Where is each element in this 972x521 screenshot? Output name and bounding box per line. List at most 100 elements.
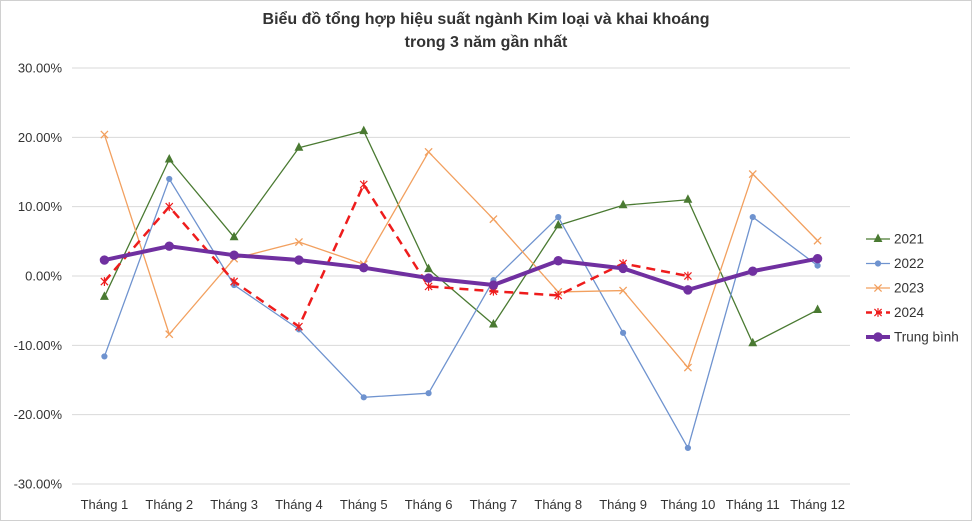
data-point (164, 154, 174, 163)
series-average (99, 241, 823, 295)
data-point (294, 237, 303, 247)
data-point (489, 215, 498, 224)
series-line (103, 130, 818, 344)
data-point (554, 291, 563, 300)
legend-label: 2021 (894, 232, 924, 247)
data-point (683, 363, 692, 372)
y-tick-label: 0.00% (25, 269, 62, 284)
data-point (748, 266, 758, 276)
y-tick-label: -20.00% (14, 407, 63, 422)
data-point (814, 262, 821, 269)
data-point (813, 236, 822, 245)
data-point (618, 263, 628, 274)
data-point (553, 256, 563, 266)
series-2022 (101, 175, 821, 452)
x-axis-tick-labels: Tháng 1 Tháng 2 Tháng 3 Tháng 4 Tháng 5 Tháng… (81, 497, 845, 512)
data-point (294, 142, 304, 151)
chart-title-line-2: trong 3 năm gần nhất (405, 34, 568, 51)
gridlines (72, 67, 850, 485)
series-line (103, 134, 819, 369)
legend-entry: 2022 (866, 256, 924, 271)
x-tick-label: Tháng 11 (726, 497, 780, 512)
data-point (100, 277, 109, 286)
data-point (165, 330, 174, 339)
series-line (103, 183, 689, 328)
data-point (230, 277, 239, 286)
data-point (425, 390, 432, 397)
data-point (873, 308, 883, 317)
data-point (618, 199, 628, 209)
data-point (423, 273, 434, 283)
x-tick-label: Tháng 6 (405, 497, 453, 512)
chart-title-line-1: Biểu đồ tổng hợp hiệu suất ngành Kim loạ… (263, 10, 710, 28)
legend-entry: Trung bình (866, 330, 959, 345)
legend: 2021 2022 2023 2024 Trung bình (866, 232, 959, 345)
x-tick-label: Tháng 3 (210, 497, 258, 512)
series-lines (99, 125, 823, 452)
legend-entry: 2021 (866, 232, 924, 247)
x-tick-label: Tháng 9 (599, 497, 647, 512)
data-point (488, 280, 499, 290)
data-point (873, 283, 883, 293)
data-point (749, 213, 756, 221)
data-point (359, 125, 369, 135)
data-point (748, 170, 757, 179)
data-point (748, 337, 758, 347)
data-point (165, 202, 174, 212)
legend-label: 2024 (894, 305, 925, 320)
data-point (359, 262, 369, 273)
y-tick-label: -30.00% (14, 477, 63, 492)
data-point (100, 130, 109, 139)
data-point (873, 233, 883, 243)
legend-entry: 2023 (866, 281, 924, 296)
x-tick-label: Tháng 2 (145, 497, 193, 512)
data-point (99, 291, 109, 300)
data-point (683, 194, 693, 203)
data-point (359, 180, 368, 189)
x-tick-label: Tháng 5 (340, 497, 388, 512)
legend-label: 2023 (894, 281, 924, 296)
y-tick-label: 10.00% (18, 199, 63, 214)
data-point (683, 285, 693, 295)
data-point (619, 329, 627, 336)
x-tick-label: Tháng 8 (534, 497, 582, 512)
data-point (294, 255, 304, 265)
legend-label: 2022 (894, 256, 924, 271)
data-point (101, 353, 108, 360)
data-point (164, 241, 174, 251)
y-tick-label: 30.00% (18, 61, 63, 76)
data-point (424, 147, 433, 156)
legend-label: Trung bình (894, 330, 959, 345)
series-line (103, 178, 818, 449)
series-2024 (100, 180, 692, 332)
data-point (553, 219, 563, 229)
data-point (360, 394, 367, 401)
x-tick-label: Tháng 12 (790, 497, 845, 512)
y-tick-label: 20.00% (18, 130, 63, 145)
data-point (684, 444, 692, 452)
x-tick-label: Tháng 7 (470, 497, 518, 512)
data-point (166, 175, 173, 183)
data-point (813, 304, 823, 313)
data-point (424, 263, 434, 273)
data-point (874, 260, 882, 267)
legend-entry: 2024 (866, 305, 925, 320)
x-tick-label: Tháng 10 (660, 497, 715, 512)
data-point (683, 271, 692, 281)
y-axis-tick-labels: -30.00% -20.00% -10.00% 0.00% 10.00% 20.00% 30… (14, 61, 63, 492)
data-point (99, 255, 110, 265)
data-point (229, 231, 239, 241)
data-point (229, 250, 239, 260)
data-point (488, 319, 498, 328)
data-point (294, 322, 303, 332)
data-point (812, 253, 823, 264)
data-point (619, 286, 628, 295)
x-tick-label: Tháng 4 (275, 497, 323, 512)
data-point (424, 282, 433, 291)
data-point (873, 332, 883, 342)
y-tick-label: -10.00% (14, 338, 63, 353)
series-2021 (99, 125, 823, 347)
x-tick-label: Tháng 1 (81, 497, 129, 512)
series-line (104, 244, 818, 292)
